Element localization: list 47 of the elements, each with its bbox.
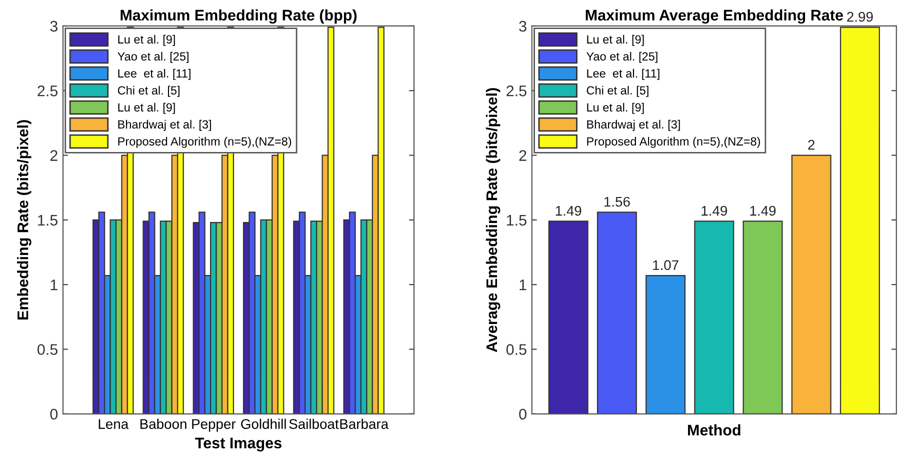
chart-title: Maximum Average Embedding Rate	[586, 9, 843, 24]
x-axis-title: Test Images	[195, 438, 282, 452]
x-tick-label: Barbara	[340, 418, 389, 429]
y-tick-label: 3	[50, 20, 58, 32]
legend-label: Lee et al. [11]	[118, 68, 190, 80]
x-tick-label: Sailboat	[289, 418, 339, 429]
y-tick-label: 0	[519, 408, 526, 420]
y-tick-label: 1.5	[506, 214, 526, 226]
legend-label: Proposed Algorithm (n=5),(NZ=8)	[118, 136, 292, 148]
data-label: 1.49	[702, 206, 728, 216]
y-tick-label: 0	[50, 408, 58, 420]
legend-label: Lu et al. [9]	[118, 34, 175, 46]
legend-label: Proposed Algorithm (n=5),(NZ=8)	[587, 136, 760, 148]
x-tick-label: Goldhill	[241, 418, 286, 429]
data-label: 1.49	[556, 206, 582, 216]
y-tick-label: 1	[520, 280, 526, 290]
data-label: 1.56	[604, 196, 630, 207]
x-tick-label: Lena	[98, 419, 129, 429]
y-tick-label: 3	[519, 20, 526, 32]
y-axis-title: Average Embedding Rate (bits/pixel)	[486, 88, 500, 352]
y-tick-label: 0.5	[38, 344, 58, 355]
legend-label: Chi et al. [5]	[118, 86, 180, 97]
y-tick-label: 1	[50, 280, 58, 290]
legend-label: Yao et al. [25]	[586, 52, 658, 63]
data-label: 1.07	[653, 260, 678, 270]
legend-label: Bhardwaj et al. [3]	[587, 120, 680, 131]
y-tick-label: 2	[519, 150, 526, 161]
legend-label: Bhardwaj et al. [3]	[118, 120, 211, 131]
x-tick-label: Pepper	[192, 419, 236, 432]
y-tick-label: 2.5	[38, 86, 58, 96]
legend-label: Chi et al. [5]	[586, 86, 648, 97]
y-tick-label: 2.5	[506, 86, 526, 96]
chart-title: Maximum Embedding Rate (bpp)	[120, 9, 357, 24]
y-tick-label: 1.5	[38, 214, 58, 226]
y-tick-label: 0.5	[506, 344, 526, 355]
data-label: 2.99	[847, 12, 873, 22]
legend-label: Lu et al. [9]	[587, 102, 644, 114]
x-axis-title: Method	[688, 424, 740, 436]
x-tick-label: Baboon	[140, 418, 186, 429]
y-axis-title: Embedding Rate (bits/pixel)	[17, 120, 32, 320]
y-tick-label: 2	[50, 150, 58, 161]
legend-label: Lee et al. [11]	[587, 68, 660, 80]
data-label: 1.49	[750, 206, 776, 216]
legend-label: Yao et al. [25]	[118, 52, 188, 63]
data-label: 2	[808, 140, 815, 150]
legend-label: Lu et al. [9]	[118, 102, 175, 114]
legend-label: Lu et al. [9]	[587, 34, 644, 46]
